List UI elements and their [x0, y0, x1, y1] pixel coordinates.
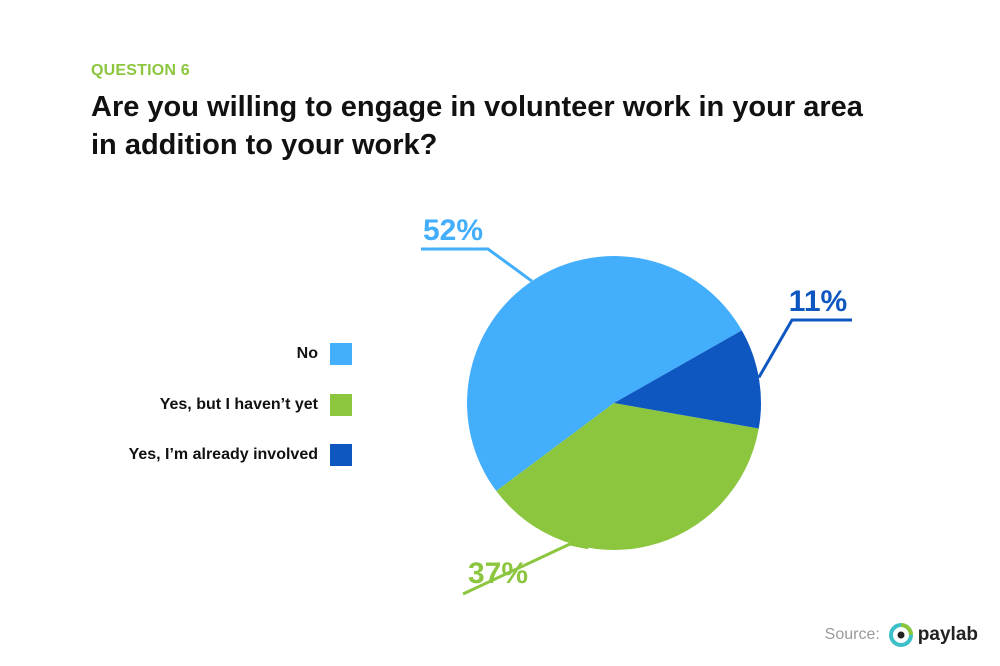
leader-line-no: [421, 247, 533, 283]
legend-label-yes-not-yet: Yes, but I haven’t yet: [159, 396, 318, 413]
data-label-no: 52%: [423, 214, 483, 247]
data-label-yes-not-yet: 37%: [468, 557, 528, 590]
pie-slice-yes-not-yet: [496, 403, 759, 551]
paylab-logo-icon: [888, 623, 913, 647]
brand-name: paylab: [917, 624, 978, 645]
legend-label-yes-involved: Yes, I’m already involved: [128, 446, 318, 463]
question-label: QUESTION 6: [91, 62, 190, 79]
legend-swatch-no: [330, 343, 352, 365]
legend-swatch-yes-involved: [330, 444, 352, 466]
chart-title: Are you willing to engage in volunteer w…: [91, 91, 863, 161]
leader-line-yes-not-yet: [462, 542, 589, 596]
legend-item-yes-not-yet: Yes, but I haven’t yet: [160, 393, 352, 417]
source-label: Source:: [824, 626, 880, 643]
brand: paylab: [888, 622, 978, 648]
legend-swatch-yes-not-yet: [330, 394, 352, 416]
leader-line-yes-involved: [757, 318, 852, 379]
data-label-yes-involved: 11%: [789, 285, 847, 318]
legend-item-no: No: [297, 342, 352, 366]
legend-label-no: No: [296, 345, 318, 362]
pie-slice-yes-involved: [614, 330, 762, 429]
pie-slice-no: [467, 256, 742, 492]
legend-item-yes-involved: Yes, I’m already involved: [129, 443, 352, 467]
footer: Source: paylab: [825, 622, 978, 648]
